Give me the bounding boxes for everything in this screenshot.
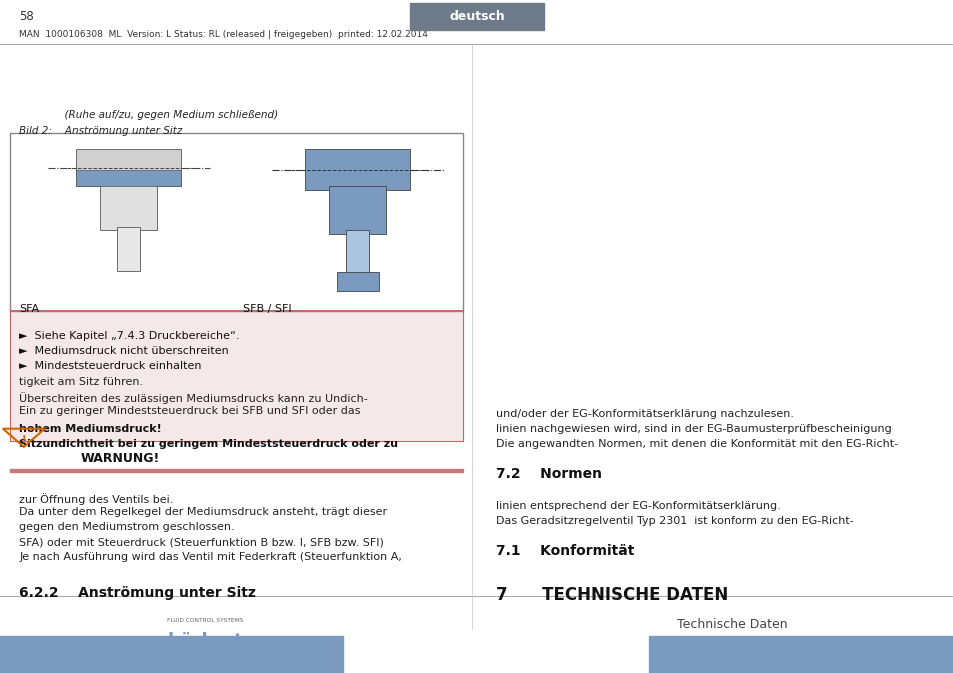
- Bar: [198, 653, 204, 665]
- Text: SFB / SFI: SFB / SFI: [243, 304, 292, 314]
- Text: ►  Mediumsdruck nicht überschreiten: ► Mediumsdruck nicht überschreiten: [19, 346, 229, 356]
- Text: Typ 2301: Typ 2301: [677, 641, 740, 654]
- Text: Sitzundichtheit bei zu geringem Mindeststeuerdruck oder zu: Sitzundichtheit bei zu geringem Mindests…: [19, 439, 397, 449]
- Text: zur Öffnung des Ventils bei.: zur Öffnung des Ventils bei.: [19, 493, 173, 505]
- Text: 58: 58: [19, 10, 33, 24]
- Text: WARNUNG!: WARNUNG!: [81, 452, 160, 466]
- Text: 7      TECHNISCHE DATEN: 7 TECHNISCHE DATEN: [496, 586, 727, 604]
- Bar: [170, 653, 175, 665]
- Text: Bild 2:    Anströmung unter Sitz: Bild 2: Anströmung unter Sitz: [19, 126, 182, 136]
- Bar: [0, 636, 343, 673]
- Text: deutsch: deutsch: [449, 9, 504, 23]
- Text: FLUID CONTROL SYSTEMS: FLUID CONTROL SYSTEMS: [167, 618, 243, 623]
- Text: (Ruhe auf/zu, gegen Medium schließend): (Ruhe auf/zu, gegen Medium schließend): [19, 110, 278, 120]
- Text: !: !: [22, 435, 26, 445]
- Bar: [76, 170, 181, 186]
- Text: bürkert: bürkert: [167, 632, 243, 649]
- Bar: [329, 186, 386, 234]
- Bar: [648, 636, 953, 673]
- Bar: [336, 272, 378, 291]
- Text: und/oder der EG-Konformitätserklärung nachzulesen.: und/oder der EG-Konformitätserklärung na…: [496, 409, 793, 419]
- Text: Da unter dem Regelkegel der Mediumsdruck ansteht, trägt dieser: Da unter dem Regelkegel der Mediumsdruck…: [19, 507, 387, 518]
- Bar: [305, 149, 410, 190]
- Text: Je nach Ausführung wird das Ventil mit Federkraft (Steuerfunktion A,: Je nach Ausführung wird das Ventil mit F…: [19, 552, 401, 562]
- Text: Technische Daten: Technische Daten: [677, 618, 787, 631]
- Text: MAN  1000106308  ML  Version: L Status: RL (released | freigegeben)  printed: 12: MAN 1000106308 ML Version: L Status: RL …: [19, 30, 428, 40]
- Text: linien entsprechend der EG-Konformitätserklärung.: linien entsprechend der EG-Konformitätse…: [496, 501, 780, 511]
- Bar: [10, 310, 462, 441]
- Text: ►  Mindeststeuerdruck einhalten: ► Mindeststeuerdruck einhalten: [19, 361, 201, 371]
- Bar: [179, 653, 185, 665]
- Bar: [10, 469, 462, 472]
- Text: SFA: SFA: [19, 304, 39, 314]
- Text: Ein zu geringer Mindeststeuerdruck bei SFB und SFI oder das: Ein zu geringer Mindeststeuerdruck bei S…: [19, 406, 360, 417]
- Text: tigkeit am Sitz führen.: tigkeit am Sitz führen.: [19, 377, 143, 387]
- Bar: [346, 230, 369, 274]
- Text: gegen den Mediumstrom geschlossen.: gegen den Mediumstrom geschlossen.: [19, 522, 234, 532]
- Bar: [100, 183, 157, 230]
- Text: 7.1    Konformität: 7.1 Konformität: [496, 544, 634, 558]
- Bar: [76, 149, 181, 186]
- Text: 6.2.2    Anströmung unter Sitz: 6.2.2 Anströmung unter Sitz: [19, 586, 255, 600]
- Text: linien nachgewiesen wird, sind in der EG-Baumusterprüfbescheinigung: linien nachgewiesen wird, sind in der EG…: [496, 424, 891, 434]
- Text: Das Geradsitzregelventil Typ 2301  ist konform zu den EG-Richt-: Das Geradsitzregelventil Typ 2301 ist ko…: [496, 516, 853, 526]
- Text: Die angewandten Normen, mit denen die Konformität mit den EG-Richt-: Die angewandten Normen, mit denen die Ko…: [496, 439, 898, 449]
- Bar: [117, 227, 140, 271]
- Bar: [189, 653, 194, 665]
- Text: ►  Siehe Kapitel „7.4.3 Druckbereiche“.: ► Siehe Kapitel „7.4.3 Druckbereiche“.: [19, 331, 239, 341]
- Text: 7.2    Normen: 7.2 Normen: [496, 467, 601, 481]
- Text: Überschreiten des zulässigen Mediumsdrucks kann zu Undich-: Überschreiten des zulässigen Mediumsdruc…: [19, 392, 368, 404]
- Text: SFA) oder mit Steuerdruck (Steuerfunktion B bzw. I, SFB bzw. SFI): SFA) oder mit Steuerdruck (Steuerfunktio…: [19, 537, 383, 547]
- Bar: [10, 133, 462, 311]
- Bar: [410, 3, 543, 30]
- Text: hohem Mediumsdruck!: hohem Mediumsdruck!: [19, 424, 162, 434]
